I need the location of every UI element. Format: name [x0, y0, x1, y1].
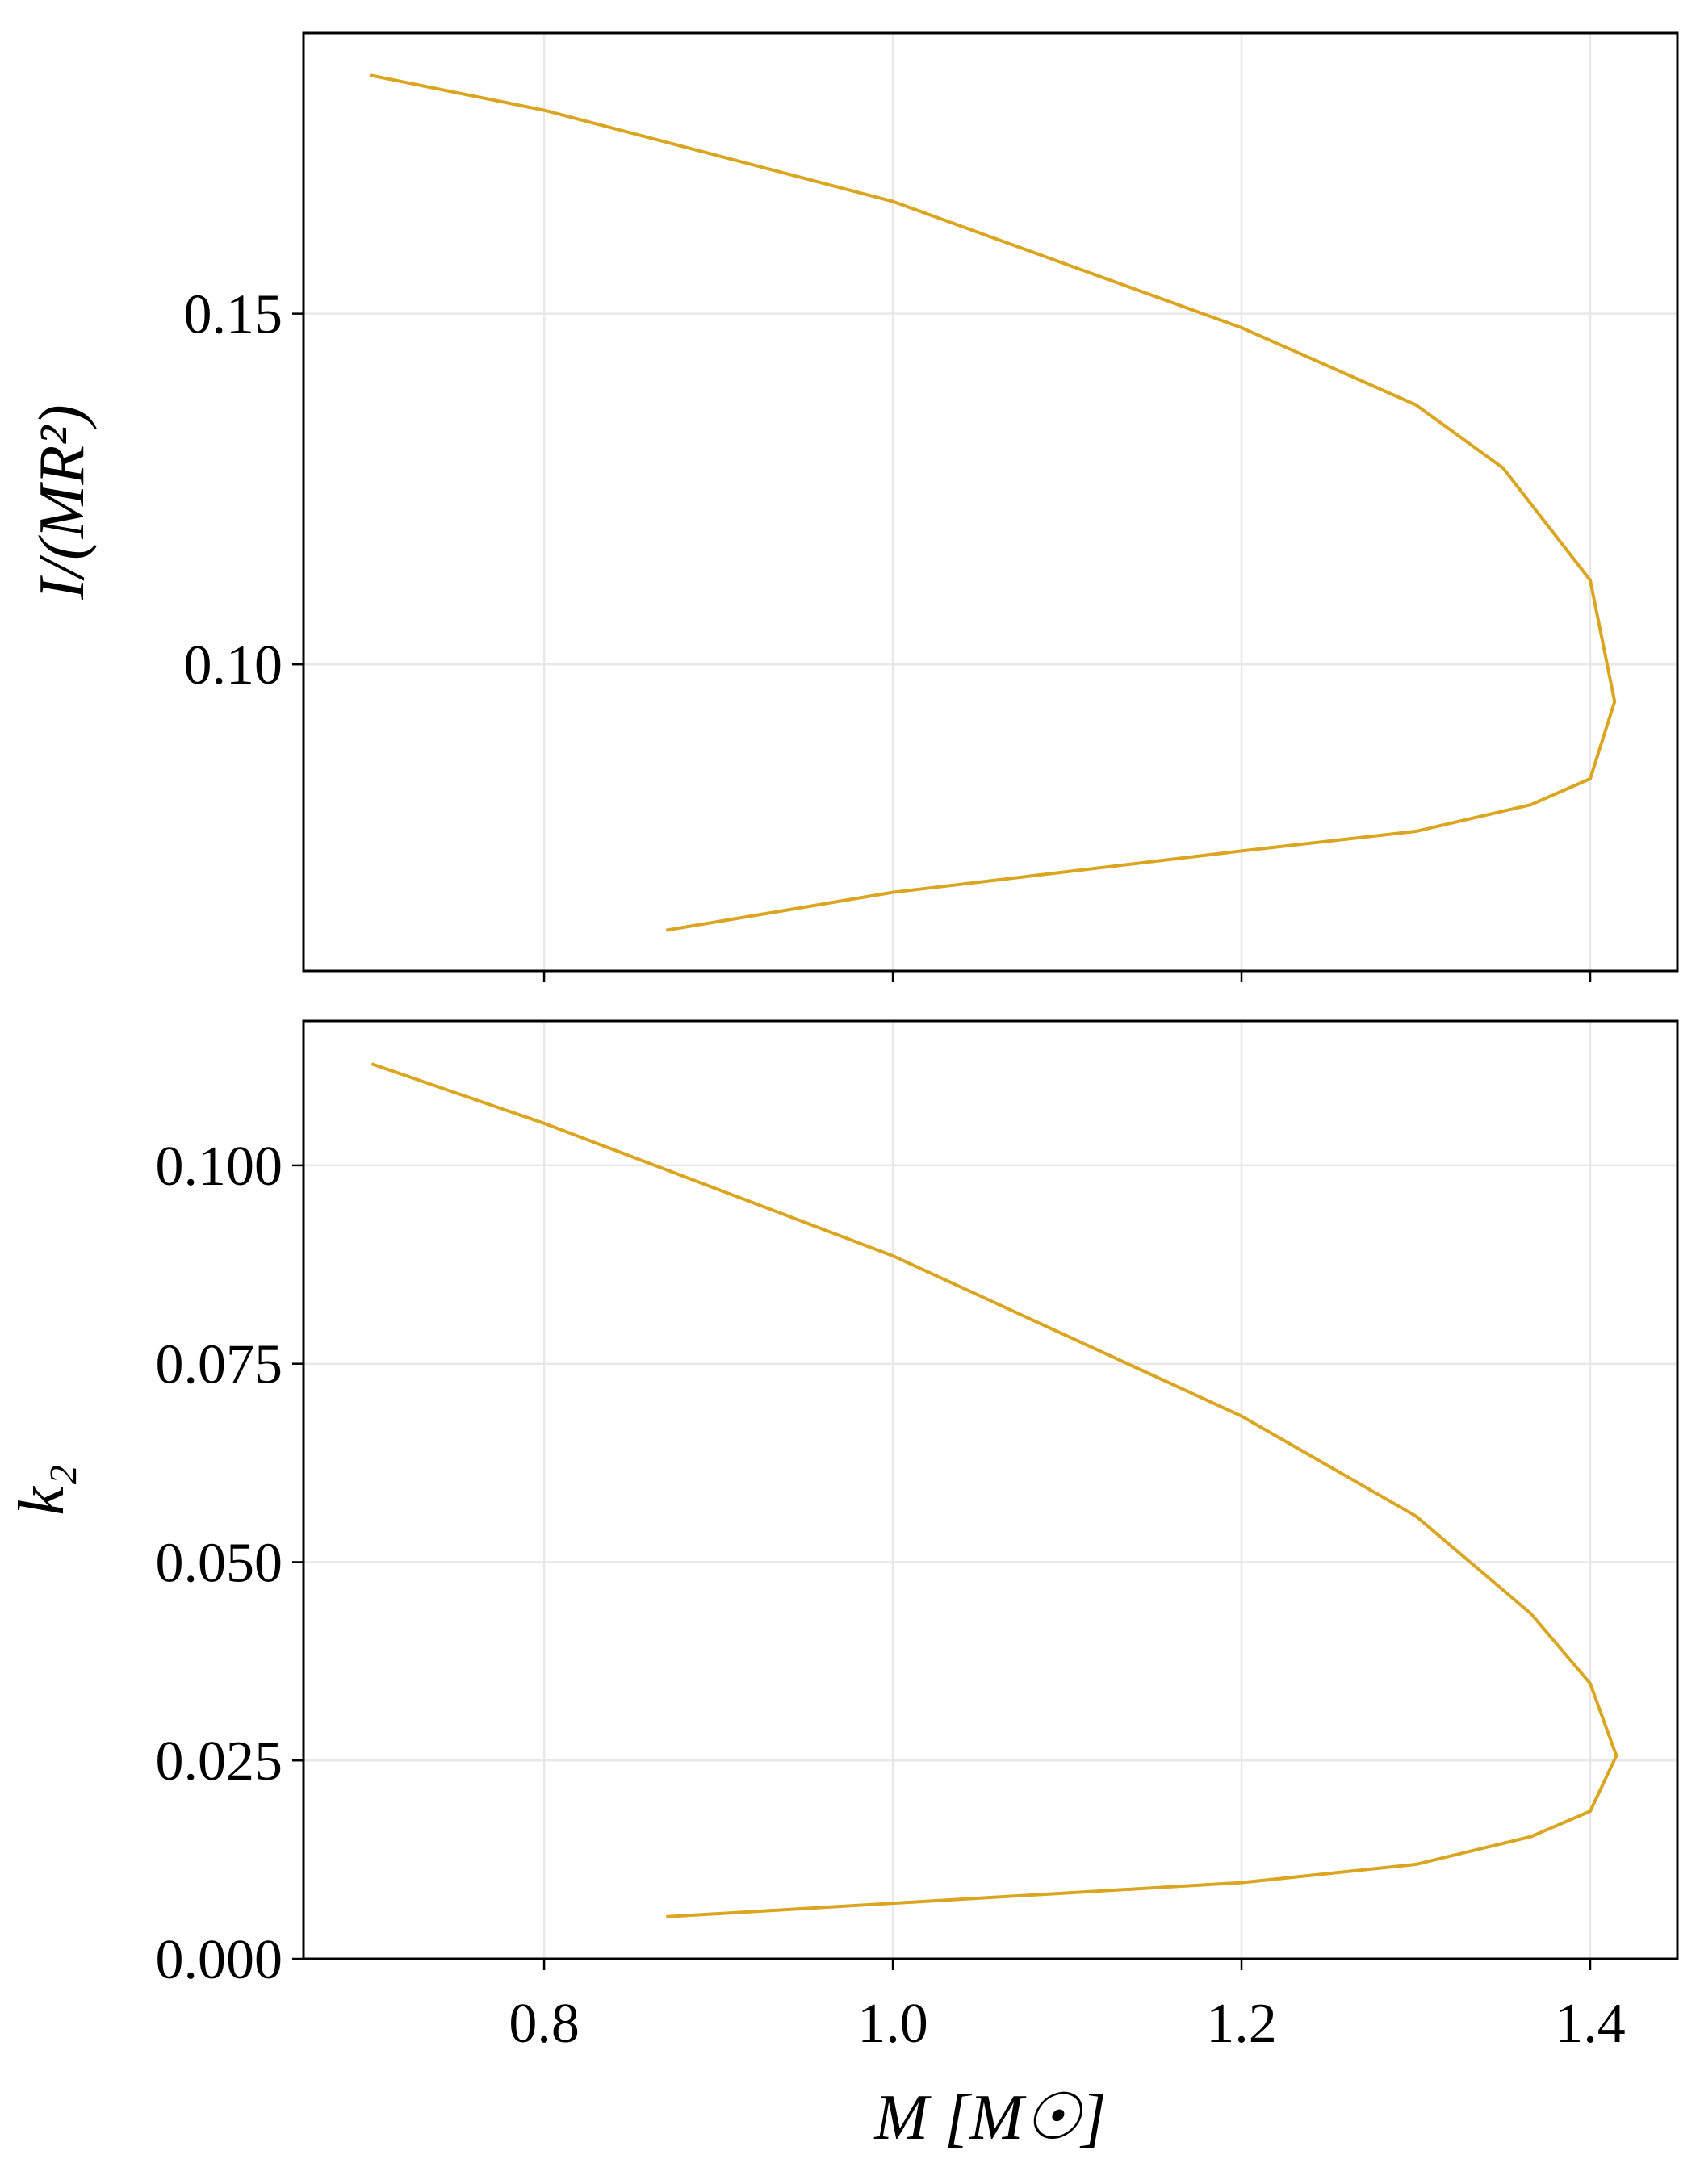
axes-frame — [302, 31, 1679, 973]
x-tick-label: 1.4 — [1555, 1993, 1626, 2055]
data-line — [371, 1062, 1618, 1918]
x-tick-label: 0.8 — [509, 1993, 580, 2055]
y-tick-label: 0.15 — [184, 284, 283, 346]
x-tick-label: 1.2 — [1206, 1993, 1277, 2055]
y-tick-label: 0.100 — [156, 1136, 283, 1198]
y-axis-label: I/(MR²) — [27, 404, 98, 600]
y-axis-label: k₂ — [6, 1464, 77, 1515]
y-tick-label: 0.075 — [156, 1334, 283, 1396]
y-tick-label: 0.050 — [156, 1532, 283, 1594]
data-line — [369, 73, 1617, 932]
x-tick-label: 1.0 — [857, 1993, 928, 2055]
y-tick-label: 0.025 — [156, 1730, 283, 1793]
x-axis-label: M [M☉] — [873, 2082, 1106, 2153]
axes-frame — [302, 1019, 1679, 1960]
y-tick-label: 0.10 — [184, 634, 283, 697]
y-tick-label: 0.000 — [156, 1929, 283, 1991]
